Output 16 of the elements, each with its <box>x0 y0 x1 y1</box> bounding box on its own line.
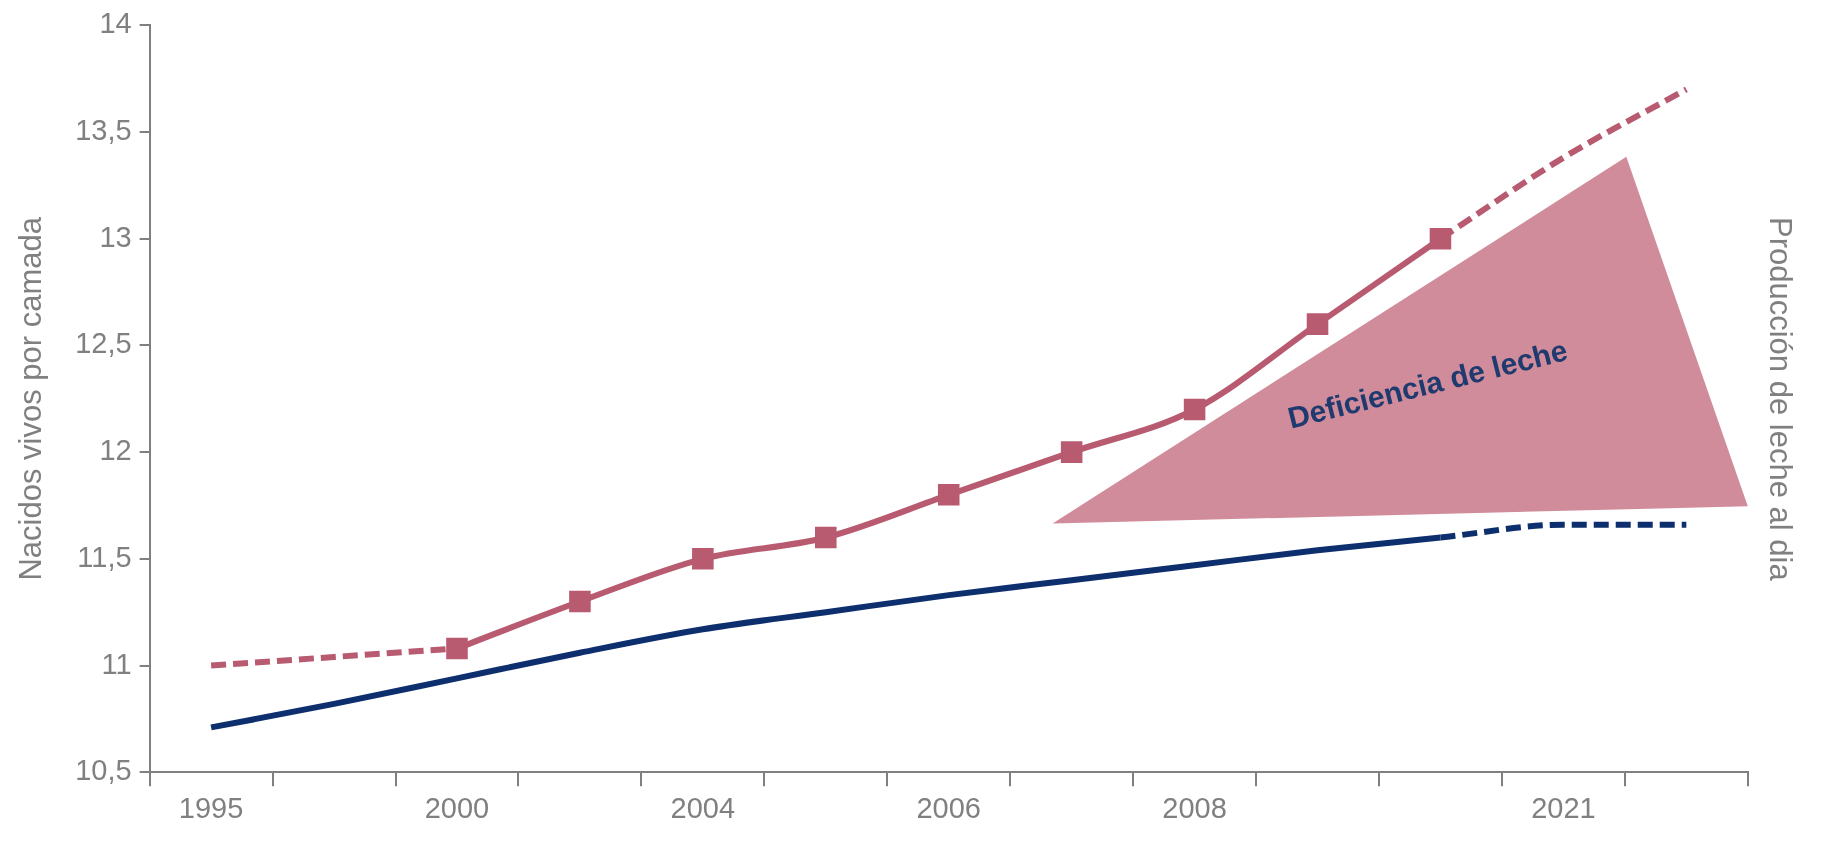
x-tick-label: 1995 <box>178 791 244 824</box>
x-tick-label: 2021 <box>1531 791 1596 824</box>
y-tick-label: 12,5 <box>75 327 132 360</box>
y2-axis-title: Producción de leche al dia <box>1762 216 1798 582</box>
x-tick-label: 2004 <box>670 791 736 824</box>
y-tick-label: 11,5 <box>77 540 132 573</box>
y-tick-label: 13 <box>99 220 132 253</box>
y-tick-label: 10,5 <box>75 754 132 787</box>
y-tick-label: 13,5 <box>75 114 132 147</box>
y-tick-label: 11 <box>101 647 132 680</box>
y-axis-title: Nacidos vivos por camada <box>13 216 49 581</box>
x-tick-label: 2006 <box>916 791 981 824</box>
x-tick-label: 2000 <box>424 791 490 824</box>
x-tick-label: 2008 <box>1162 791 1227 824</box>
y-tick-label: 12 <box>99 434 132 467</box>
y-tick-label: 14 <box>99 7 132 40</box>
